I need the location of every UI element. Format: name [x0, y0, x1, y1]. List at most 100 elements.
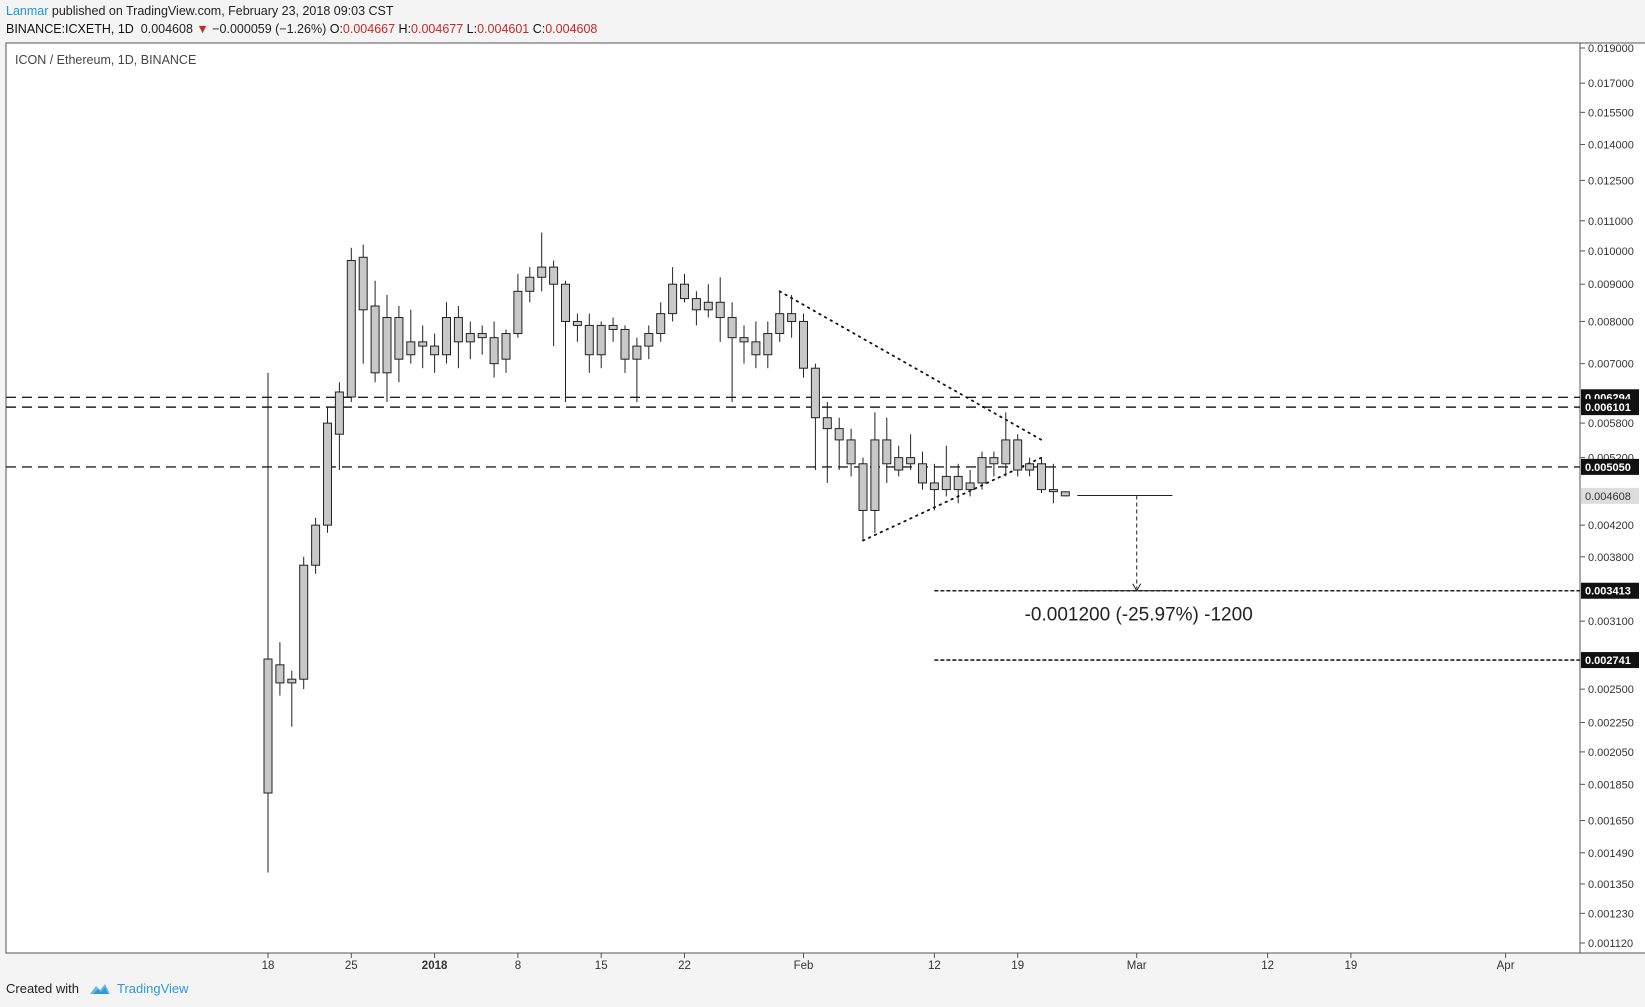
candle — [929, 463, 939, 511]
candle — [489, 321, 499, 378]
candle-body — [489, 337, 499, 365]
candle — [989, 451, 999, 477]
candle — [668, 267, 678, 322]
candle-body — [311, 524, 321, 566]
open-label: O: — [329, 22, 343, 36]
candle — [644, 325, 654, 360]
candle-body — [513, 290, 523, 335]
y-tick-label: 0.017000 — [1588, 78, 1634, 90]
candle-body — [358, 256, 368, 311]
level-price-label: 0.005050 — [1581, 458, 1639, 475]
x-tick-label: 18 — [262, 960, 275, 972]
y-tick-label: 0.005800 — [1588, 418, 1634, 430]
candle-body — [299, 564, 309, 680]
candle — [465, 321, 475, 360]
y-tick-label: 0.001850 — [1588, 779, 1634, 791]
y-tick-label: 0.003800 — [1588, 552, 1634, 564]
tradingview-logo-icon — [89, 983, 110, 994]
candle — [906, 434, 916, 471]
candle-body — [703, 301, 713, 311]
candle — [799, 313, 808, 378]
author-link[interactable]: Lanmar — [6, 4, 49, 18]
candle-body — [965, 482, 975, 491]
candle-body — [810, 367, 820, 419]
candle — [918, 451, 927, 490]
candle-body — [1048, 489, 1058, 493]
candle — [323, 407, 332, 533]
candle-body — [668, 283, 678, 315]
candle — [727, 302, 737, 403]
candle — [406, 309, 416, 364]
last-price: 0.004608 — [140, 22, 193, 36]
candle-body — [644, 333, 654, 347]
candle — [977, 451, 987, 490]
candle — [537, 232, 547, 292]
candle-body — [406, 341, 416, 356]
x-tick-label: 25 — [345, 960, 358, 972]
candle — [275, 642, 285, 696]
level-price-label: 0.006101 — [1581, 399, 1639, 416]
candle — [418, 325, 428, 369]
candle — [370, 280, 380, 383]
y-tick-label: 0.001650 — [1588, 816, 1634, 828]
candle-body — [1025, 463, 1035, 471]
candle — [787, 294, 797, 338]
candle-body — [870, 439, 880, 511]
candle — [941, 445, 951, 497]
x-tick-label: 15 — [595, 960, 608, 972]
candle-body — [370, 305, 380, 374]
candle — [501, 329, 511, 373]
y-tick-label: 0.002050 — [1588, 747, 1634, 759]
candle-body — [715, 301, 725, 319]
candle-body — [846, 439, 856, 465]
x-tick-label: 2018 — [422, 960, 448, 972]
candle — [1001, 412, 1011, 477]
low-label: L: — [466, 22, 478, 36]
ohlc-legend: BINANCE:ICXETH, 1D 0.004608 ▼ −0.000059 … — [6, 22, 597, 36]
candle-body — [632, 345, 642, 360]
x-tick-label: 8 — [515, 960, 521, 972]
candle — [656, 302, 666, 342]
candle — [608, 317, 618, 342]
y-tick-label: 0.002250 — [1588, 717, 1634, 729]
candle — [751, 321, 761, 369]
candle-body — [775, 313, 785, 335]
last-price-text: 0.004608 — [1585, 491, 1631, 503]
candle — [1048, 463, 1058, 504]
tradingview-brand-link[interactable]: TradingView — [116, 981, 189, 996]
candle-body — [680, 283, 689, 300]
candle-body — [382, 317, 392, 374]
candle — [846, 428, 856, 477]
level-label-box — [1581, 582, 1639, 599]
plot-area — [5, 42, 1581, 954]
candle-body — [739, 337, 749, 343]
candle — [334, 382, 344, 471]
candle — [763, 321, 773, 369]
candle — [822, 402, 832, 483]
candle-body — [323, 422, 332, 526]
candle-body — [346, 260, 356, 398]
candle — [549, 260, 559, 347]
symbol-label: BINANCE:ICXETH, 1D — [6, 22, 134, 36]
candle-body — [929, 482, 939, 491]
last-price-label: 0.004608 — [1581, 487, 1639, 504]
candle — [561, 280, 570, 403]
candle — [882, 417, 892, 483]
candle-body — [918, 463, 927, 484]
candle-body — [691, 298, 701, 311]
candle — [299, 556, 309, 690]
triangle-trendline — [778, 290, 1043, 441]
candle — [346, 247, 356, 403]
candle — [620, 325, 630, 373]
created-with-text: Created with — [6, 981, 79, 996]
down-arrow-icon: ▼ — [196, 22, 209, 36]
candle — [358, 244, 368, 364]
candle — [311, 517, 321, 574]
candle-body — [1037, 463, 1046, 491]
candle-body — [989, 457, 999, 465]
candle — [632, 337, 642, 403]
level-price-label: 0.002741 — [1581, 652, 1639, 669]
candle-body — [1001, 439, 1011, 465]
candle-body — [263, 658, 273, 794]
